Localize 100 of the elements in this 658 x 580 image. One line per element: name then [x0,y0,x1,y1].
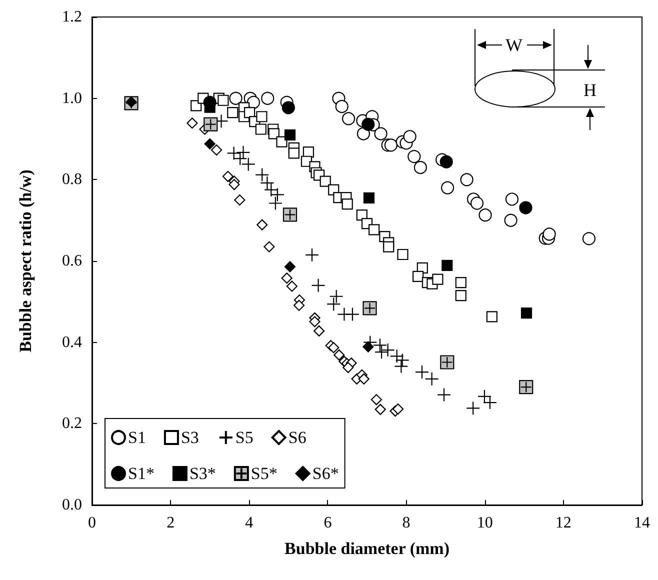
legend-label: S3* [189,464,216,483]
x-tick-label: 8 [402,514,410,532]
legend-label: S5 [235,428,254,447]
x-tick-label: 12 [555,514,572,532]
x-tick-label: 2 [166,514,175,532]
x-tick-label: 4 [245,514,254,532]
point [126,96,137,108]
point [358,373,370,384]
point [256,111,268,122]
point [362,341,374,352]
point [334,349,345,360]
point [256,219,268,230]
annotation: W [506,35,522,55]
point [227,107,238,118]
point [326,297,341,312]
point [440,355,454,370]
point [282,208,298,222]
y-tick-label: 0.6 [62,252,82,270]
point [314,325,325,336]
x-axis-title: Bubble diameter (mm) [284,539,450,558]
point [236,145,250,160]
point [288,148,300,159]
y-tick-label: 0.8 [62,171,82,188]
legend-label: S1* [128,464,154,483]
legend-label: S3 [180,428,199,447]
point [362,118,375,131]
point [328,342,340,354]
point [470,196,484,210]
point [309,316,320,328]
legend-label: S6 [288,428,306,447]
x-tick-label: 0 [88,514,96,532]
point [368,224,380,236]
point [441,181,454,194]
point [335,100,348,114]
point [460,173,474,186]
y-axis-title: Bubble aspect ratio (h/w) [16,170,35,352]
point [204,138,216,150]
annotation: H [584,80,596,100]
point [304,248,320,262]
point [424,372,439,386]
point [397,248,408,260]
x-tick-label: 10 [476,514,493,532]
point [284,129,296,140]
point [284,261,296,272]
point [311,278,326,292]
point [210,144,222,156]
point [466,401,480,416]
point [442,260,453,272]
point [408,150,421,164]
point [582,232,596,246]
point [342,362,354,374]
point [229,92,242,105]
x-tick-label: 14 [634,514,650,532]
point [374,404,386,415]
point [362,301,377,316]
y-tick-label: 0.2 [62,415,82,432]
point [342,198,353,210]
point [436,388,452,402]
point [455,290,466,302]
point [204,117,218,132]
point [414,364,430,380]
y-tick-label: 1.0 [62,90,82,107]
point [222,170,234,182]
point [329,289,344,304]
point [504,214,518,227]
point [374,127,388,140]
point [505,192,519,206]
point [520,308,532,319]
legend-label: S1 [128,428,146,447]
point [440,155,453,168]
point [186,118,198,129]
point [432,274,444,285]
point [356,127,370,140]
point [276,136,288,148]
point [282,101,295,114]
point [363,192,375,204]
point [394,359,408,374]
point [370,394,382,406]
point [519,380,534,394]
point [374,345,389,360]
legend-label: S6* [312,464,339,483]
point [478,208,492,222]
point [218,94,229,106]
y-tick-label: 1.2 [62,8,82,26]
point [268,196,283,210]
point [281,272,292,284]
point [392,403,404,415]
point [268,128,280,140]
y-tick-label: 0.4 [62,334,82,351]
point [320,176,331,187]
point [345,307,360,322]
legend-label: S5* [250,464,278,483]
point [519,201,532,214]
point [412,270,424,282]
point [383,241,394,252]
point [542,228,556,241]
point [455,277,466,288]
point [261,92,274,105]
point [293,300,305,311]
point [228,178,240,190]
